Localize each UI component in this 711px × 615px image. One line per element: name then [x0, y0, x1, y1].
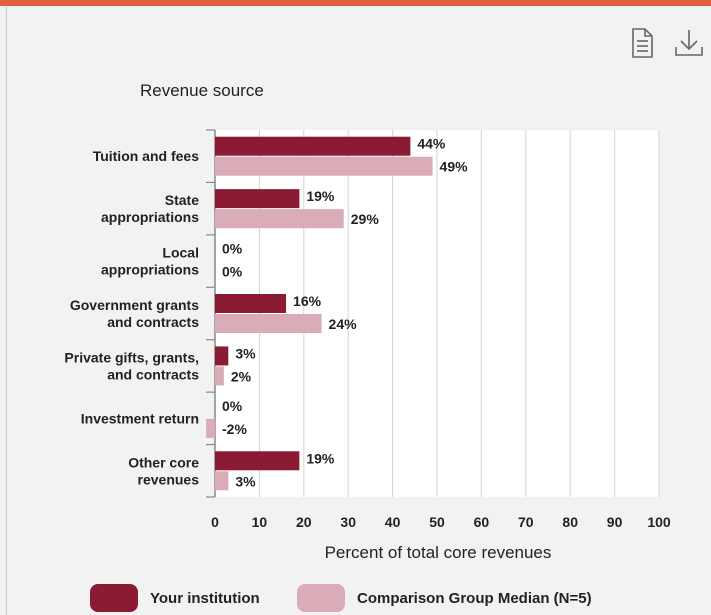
- data-label: 16%: [293, 293, 322, 309]
- bar-your-institution: [215, 136, 411, 156]
- category-label: Other core: [128, 454, 199, 470]
- data-label: 44%: [417, 136, 446, 152]
- category-label: appropriations: [101, 209, 199, 225]
- legend-item-comparison-median[interactable]: Comparison Group Median (N=5): [297, 583, 592, 613]
- bar-comparison-median: [215, 156, 433, 176]
- category-label: Investment return: [81, 410, 199, 426]
- x-tick-label: 30: [340, 514, 356, 530]
- data-label: 3%: [235, 345, 256, 361]
- x-tick-label: 50: [429, 514, 445, 530]
- legend-item-your-institution[interactable]: Your institution: [90, 583, 260, 613]
- category-label: Government grants: [70, 297, 199, 313]
- data-label: 49%: [440, 159, 469, 175]
- legend-label: Your institution: [150, 589, 260, 607]
- x-axis-title: Percent of total core revenues: [325, 543, 552, 562]
- data-label: 19%: [306, 450, 335, 466]
- category-label: Private gifts, grants,: [64, 349, 199, 365]
- panel-border: [6, 6, 7, 615]
- x-tick-label: 70: [518, 514, 534, 530]
- bar-comparison-median: [215, 314, 322, 333]
- document-icon[interactable]: [628, 26, 658, 60]
- bar-your-institution: [215, 189, 300, 209]
- legend-swatch: [297, 584, 345, 612]
- download-icon[interactable]: [672, 26, 706, 60]
- data-label: -2%: [222, 421, 247, 437]
- data-label: 29%: [351, 211, 380, 227]
- legend-swatch: [90, 584, 138, 612]
- x-tick-label: 100: [647, 514, 671, 530]
- data-label: 2%: [231, 368, 252, 384]
- bar-your-institution: [215, 346, 229, 366]
- category-label: and contracts: [107, 314, 199, 330]
- x-tick-label: 60: [474, 514, 490, 530]
- data-label: 3%: [235, 473, 256, 489]
- category-label: State: [165, 192, 199, 208]
- x-tick-label: 10: [252, 514, 268, 530]
- x-tick-label: 20: [296, 514, 312, 530]
- x-tick-label: 80: [562, 514, 578, 530]
- x-tick-label: 90: [607, 514, 623, 530]
- chart-title: Revenue source: [140, 81, 264, 100]
- category-label: and contracts: [107, 366, 199, 382]
- category-label: Local: [162, 245, 199, 261]
- category-label: Tuition and fees: [93, 148, 200, 164]
- bar-comparison-median: [215, 209, 344, 229]
- data-label: 0%: [222, 264, 243, 280]
- bar-comparison-median: [206, 418, 215, 438]
- data-label: 24%: [329, 316, 358, 332]
- bar-comparison-median: [215, 366, 224, 386]
- data-label: 0%: [222, 398, 243, 414]
- category-label: revenues: [138, 471, 200, 487]
- bar-your-institution: [215, 451, 300, 471]
- category-label: appropriations: [101, 262, 199, 278]
- top-accent-bar: [0, 0, 711, 6]
- legend-label: Comparison Group Median (N=5): [357, 589, 592, 607]
- bar-your-institution: [215, 294, 287, 313]
- bar-comparison-median: [215, 471, 229, 491]
- x-tick-label: 40: [385, 514, 401, 530]
- x-tick-label: 0: [211, 514, 219, 530]
- data-label: 19%: [306, 188, 335, 204]
- data-label: 0%: [222, 241, 243, 257]
